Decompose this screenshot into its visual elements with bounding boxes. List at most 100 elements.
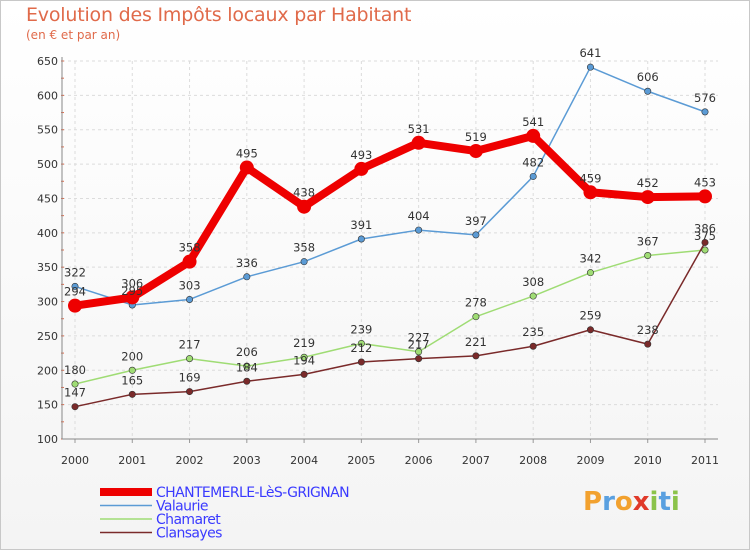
data-point	[411, 135, 426, 150]
data-point	[644, 251, 652, 259]
data-point	[186, 295, 194, 303]
data-label: 259	[579, 309, 601, 323]
data-point	[472, 231, 480, 239]
data-label: 342	[579, 252, 601, 266]
y-tick-label: 100	[37, 433, 58, 446]
series-line-3	[74, 241, 706, 408]
data-label: 606	[637, 70, 659, 84]
logo-letter: P	[583, 487, 603, 517]
data-point	[529, 292, 537, 300]
data-label: 308	[522, 275, 544, 289]
data-label: 453	[694, 175, 716, 189]
data-label: 358	[179, 241, 201, 255]
data-label: 438	[293, 186, 315, 200]
y-tick-label: 250	[37, 330, 58, 343]
data-label: 217	[408, 338, 430, 352]
data-point	[186, 355, 194, 363]
data-point	[583, 185, 598, 200]
y-tick-label: 650	[37, 55, 58, 68]
data-label: 375	[694, 229, 716, 243]
x-tick-label: 2002	[176, 454, 204, 467]
data-point	[701, 238, 709, 246]
data-point	[128, 366, 136, 374]
y-tick-label: 300	[37, 296, 58, 309]
logo-letter: i	[649, 487, 659, 517]
data-label: 358	[293, 241, 315, 255]
y-tick-label: 500	[37, 158, 58, 171]
data-label: 278	[465, 296, 487, 310]
data-point	[243, 273, 251, 281]
data-point	[300, 258, 308, 266]
data-label: 576	[694, 91, 716, 105]
logo-letter: i	[670, 487, 680, 517]
data-label: 169	[179, 371, 201, 385]
logo-letter: o	[614, 487, 633, 517]
series-line-0	[71, 131, 709, 310]
data-label: 238	[637, 323, 659, 337]
x-tick-label: 2007	[462, 454, 490, 467]
x-tick-label: 2009	[576, 454, 604, 467]
data-point	[586, 326, 594, 334]
x-tick-label: 2008	[519, 454, 547, 467]
data-point	[71, 282, 79, 290]
data-point	[698, 189, 712, 204]
data-label: 221	[465, 335, 487, 349]
data-label: 212	[350, 341, 372, 355]
data-label: 391	[350, 218, 372, 232]
data-point	[415, 226, 423, 234]
data-point	[529, 342, 537, 350]
data-point	[71, 403, 79, 411]
data-label: 184	[236, 360, 258, 374]
data-label: 295	[121, 284, 143, 298]
legend-label: Chamaret	[156, 512, 221, 528]
data-point	[468, 144, 483, 159]
data-point	[68, 298, 82, 313]
legend-label: CHANTEMERLE-LèS-GRIGNAN	[156, 485, 349, 501]
y-tick-label: 550	[37, 124, 58, 137]
data-point	[297, 199, 312, 214]
x-tick-label: 2000	[61, 454, 89, 467]
data-label: 519	[465, 130, 487, 144]
data-label: 194	[293, 353, 315, 367]
proxiti-logo: Proxiti	[583, 487, 680, 517]
data-label: 336	[236, 256, 258, 270]
legend-label: Valaurie	[156, 499, 208, 515]
x-tick-label: 2005	[347, 454, 375, 467]
series-line-1	[74, 66, 706, 306]
data-label: 219	[293, 336, 315, 350]
data-label: 397	[465, 214, 487, 228]
data-label: 386	[694, 221, 716, 235]
y-tick-label: 350	[37, 261, 58, 274]
data-point	[357, 339, 365, 347]
y-tick-label: 400	[37, 227, 58, 240]
y-tick-label: 450	[37, 192, 58, 205]
data-point	[243, 377, 251, 385]
data-point	[526, 128, 541, 143]
x-tick-label: 2004	[290, 454, 318, 467]
legend: CHANTEMERLE-LèS-GRIGNANValaurieChamaretC…	[100, 485, 350, 542]
x-tick-label: 2011	[691, 454, 719, 467]
data-label: 294	[64, 285, 86, 299]
data-label: 306	[121, 276, 143, 290]
x-tick-label: 2003	[233, 454, 261, 467]
data-point	[182, 254, 197, 269]
data-point	[357, 358, 365, 366]
legend-label: Clansayes	[156, 526, 222, 542]
data-label: 482	[522, 155, 544, 169]
data-label: 200	[121, 349, 143, 363]
y-tick-label: 600	[37, 89, 58, 102]
data-label: 541	[522, 115, 544, 129]
grid-layer	[62, 60, 718, 440]
axis-layer: 100 150 200 250 300 350 400 450 500 550 600 650 2000…	[37, 55, 719, 467]
data-label: 367	[637, 234, 659, 248]
x-tick-label: 2001	[118, 454, 146, 467]
data-label: 493	[350, 148, 372, 162]
data-point	[71, 380, 79, 388]
data-label: 147	[64, 386, 86, 400]
chart-subtitle: (en € et par an)	[26, 28, 121, 42]
data-point	[640, 190, 655, 205]
data-point	[300, 370, 308, 378]
data-point	[300, 353, 308, 361]
x-tick-label: 2010	[634, 454, 662, 467]
data-label: 531	[408, 122, 430, 136]
